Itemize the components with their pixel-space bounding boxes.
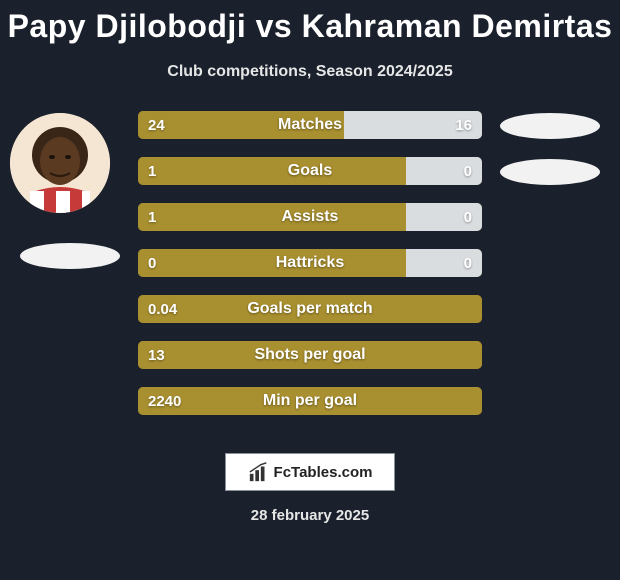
stat-value-left: 13 — [148, 341, 165, 369]
subtitle: Club competitions, Season 2024/2025 — [0, 63, 620, 81]
stat-label: Matches — [138, 111, 482, 139]
stat-row: Shots per goal13 — [138, 341, 482, 369]
stat-value-left: 1 — [148, 157, 156, 185]
stat-label: Goals — [138, 157, 482, 185]
date-text: 28 february 2025 — [0, 507, 620, 524]
stat-value-right: 0 — [464, 157, 472, 185]
stat-row: Matches24 16 — [138, 111, 482, 139]
page-title: Papy Djilobodji vs Kahraman Demirtas — [0, 0, 620, 45]
stat-row: Goals1 0 — [138, 157, 482, 185]
stat-row: Min per goal2240 — [138, 387, 482, 415]
stat-bars: Matches2416Goals10Assists10Hattricks00Go… — [138, 111, 482, 433]
stat-label: Shots per goal — [138, 341, 482, 369]
stat-value-right: 0 — [464, 249, 472, 277]
stat-row: Goals per match0.04 — [138, 295, 482, 323]
stat-row: Assists1 0 — [138, 203, 482, 231]
stat-label: Hattricks — [138, 249, 482, 277]
stat-value-left: 0 — [148, 249, 156, 277]
logo-text: FcTables.com — [274, 464, 373, 481]
stat-value-left: 0.04 — [148, 295, 177, 323]
player-left-shadow — [20, 243, 120, 269]
player-left-avatar — [10, 113, 110, 213]
chart-icon — [248, 461, 270, 483]
comparison-content: Matches2416Goals10Assists10Hattricks00Go… — [0, 111, 620, 441]
stat-row: Hattricks0 0 — [138, 249, 482, 277]
stat-label: Goals per match — [138, 295, 482, 323]
stat-value-left: 24 — [148, 111, 165, 139]
player-right-placeholder-2 — [500, 159, 600, 185]
stat-value-left: 1 — [148, 203, 156, 231]
stat-value-left: 2240 — [148, 387, 181, 415]
fctables-logo[interactable]: FcTables.com — [225, 453, 395, 491]
stat-value-right: 16 — [455, 111, 472, 139]
stat-label: Assists — [138, 203, 482, 231]
stat-value-right: 0 — [464, 203, 472, 231]
stat-label: Min per goal — [138, 387, 482, 415]
player-left-avatar-img — [10, 113, 110, 213]
player-right-placeholder-1 — [500, 113, 600, 139]
